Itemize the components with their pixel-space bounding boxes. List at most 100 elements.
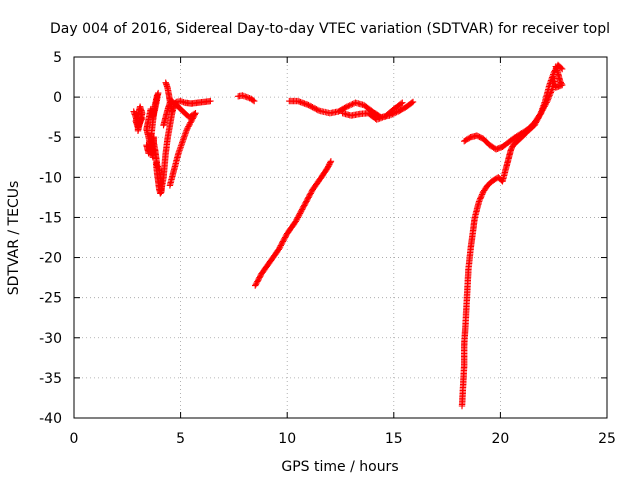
data-point [541, 99, 548, 106]
data-point [244, 94, 252, 101]
data-point [303, 196, 311, 204]
y-tick-label: -20 [39, 251, 62, 267]
series-arc-m [503, 61, 566, 169]
data-point [537, 111, 544, 118]
x-axis-label: GPS time / hours [281, 459, 398, 475]
data-point [306, 192, 313, 200]
data-point [559, 65, 566, 73]
data-point [345, 102, 352, 110]
data-point [327, 158, 335, 165]
y-tick-label: -15 [39, 210, 62, 226]
axis-ticks: 0 5 10 15 20 25 5 0 -5 -10 -15 -20 -25 -30 -35 -40 [39, 50, 616, 447]
data-point [301, 202, 308, 209]
data-point [399, 99, 406, 106]
y-tick-label: -5 [48, 130, 62, 146]
data-point [508, 144, 515, 152]
data-point [182, 129, 190, 136]
series-arc-a [130, 103, 146, 134]
data-point [257, 273, 264, 280]
data-point [307, 190, 314, 197]
series-arc-j [339, 99, 406, 123]
data-point [256, 274, 263, 281]
data-point [298, 207, 305, 214]
data-point [135, 123, 142, 130]
data-point [281, 234, 289, 241]
series-arc-n [550, 63, 566, 91]
data-point [309, 104, 316, 111]
data-point [408, 99, 416, 106]
data-point [280, 237, 287, 244]
data-point [308, 103, 315, 110]
data-point [532, 120, 539, 128]
x-tick-label: 10 [278, 431, 296, 447]
data-point [134, 124, 142, 131]
data-point [305, 101, 312, 109]
data-point [532, 119, 540, 126]
y-tick-label: -40 [39, 411, 62, 427]
data-point [136, 121, 143, 128]
series-arc-b [143, 89, 162, 161]
data-point [293, 216, 300, 224]
y-axis-label: SDTVAR / TECUs [6, 181, 22, 296]
y-tick-label: 0 [53, 90, 62, 106]
data-point [253, 279, 260, 287]
x-tick-label: 0 [70, 431, 79, 447]
data-point [181, 133, 188, 140]
series-arc-g [235, 92, 258, 105]
series-arc-i [286, 97, 417, 121]
data-point [296, 211, 303, 218]
data-point [188, 118, 195, 125]
data-point [303, 198, 310, 205]
data-point [507, 146, 515, 153]
data-point [306, 191, 314, 198]
data-point [292, 218, 299, 225]
data-point [343, 103, 351, 110]
chart-title: Day 004 of 2016, Sidereal Day-to-day VTE… [50, 21, 610, 37]
data-point [327, 159, 334, 166]
data-point [249, 97, 257, 104]
data-point [478, 191, 486, 198]
y-tick-label: -30 [39, 331, 62, 347]
data-point [177, 142, 185, 149]
data-point [531, 122, 538, 129]
data-point [282, 233, 289, 240]
data-point [139, 114, 146, 122]
data-point [539, 103, 547, 111]
data-point [254, 277, 262, 284]
data-point [299, 204, 306, 212]
data-point [187, 119, 194, 126]
data-point [349, 100, 356, 108]
data-point [546, 81, 553, 89]
data-point [377, 114, 385, 122]
data-point [409, 98, 417, 106]
data-point [278, 241, 285, 248]
data-point [240, 92, 247, 100]
data-point [279, 238, 287, 245]
data-point [252, 281, 260, 288]
data-point [185, 122, 193, 129]
data-point [295, 212, 302, 220]
series-arc-k [458, 162, 510, 410]
data-marks [130, 61, 566, 410]
data-point [533, 118, 540, 125]
data-point [183, 126, 191, 133]
data-point [277, 242, 284, 249]
data-point [186, 120, 193, 128]
data-point [314, 106, 321, 114]
data-point [176, 147, 183, 154]
data-point [297, 208, 304, 216]
data-point [136, 120, 143, 127]
x-tick-label: 25 [598, 431, 616, 447]
y-tick-label: -10 [39, 170, 62, 186]
data-point [160, 122, 167, 129]
data-point [276, 243, 284, 251]
series-arc-d [158, 97, 214, 193]
data-point [207, 97, 214, 105]
series-arc-f [160, 97, 199, 189]
y-tick-label: 5 [53, 50, 62, 66]
data-point [397, 100, 405, 107]
data-point [550, 73, 557, 81]
series-arc-h [252, 158, 335, 289]
x-tick-label: 20 [491, 431, 509, 447]
